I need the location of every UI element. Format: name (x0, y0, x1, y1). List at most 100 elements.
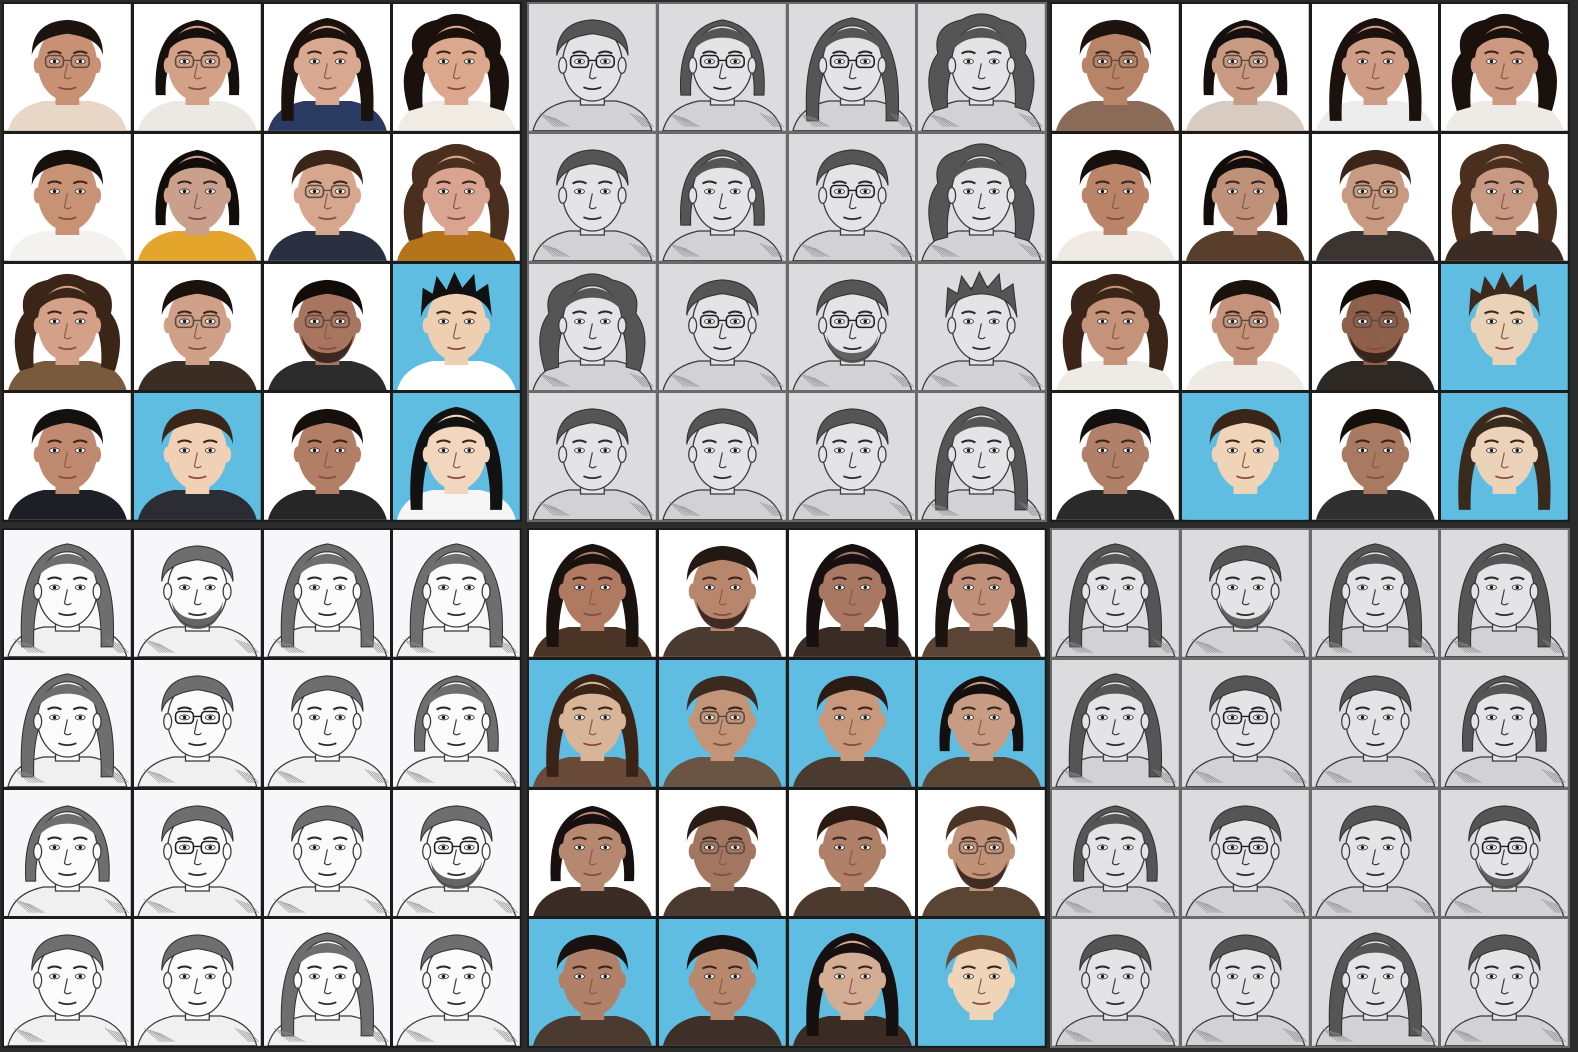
face-tile (529, 4, 656, 131)
face-tile (788, 393, 916, 520)
face-tile (788, 659, 916, 787)
face-image (1441, 530, 1568, 657)
face-tile (1441, 530, 1568, 657)
face-tile (1441, 659, 1568, 787)
face-tile (788, 530, 916, 657)
face-tile (4, 4, 131, 131)
face-tile (4, 133, 131, 261)
face-tile (4, 393, 131, 520)
face-image (788, 393, 916, 520)
face-tile (133, 530, 261, 657)
face-image (1052, 530, 1179, 657)
face-tile (658, 530, 786, 657)
face-image (1311, 919, 1439, 1046)
face-tile (393, 4, 520, 131)
face-image (4, 133, 131, 261)
face-tile (1311, 530, 1439, 657)
face-image (133, 789, 261, 917)
face-image (263, 919, 391, 1046)
face-image (1181, 659, 1309, 787)
face-tile (658, 133, 786, 261)
face-image (1441, 789, 1568, 917)
face-tile (658, 659, 786, 787)
face-image (1181, 530, 1309, 657)
face-image (1311, 659, 1439, 787)
face-image (393, 393, 520, 520)
face-tile (658, 789, 786, 917)
face-image (133, 530, 261, 657)
face-image (4, 530, 131, 657)
face-tile (263, 263, 391, 391)
face-image (918, 789, 1045, 917)
face-image (1181, 789, 1309, 917)
face-image (1441, 919, 1568, 1046)
face-tile (529, 133, 656, 261)
face-tile (1441, 393, 1568, 520)
face-image (263, 530, 391, 657)
face-tile (1052, 789, 1179, 917)
face-image (1441, 659, 1568, 787)
face-image (133, 4, 261, 131)
face-tile (1311, 133, 1439, 261)
face-image (1441, 133, 1568, 261)
face-tile (4, 919, 131, 1046)
face-tile (1311, 393, 1439, 520)
face-image (4, 393, 131, 520)
face-image (1441, 393, 1568, 520)
face-tile (918, 530, 1045, 657)
face-image (918, 919, 1045, 1046)
face-tile (393, 789, 520, 917)
face-image (263, 263, 391, 391)
face-tile (263, 530, 391, 657)
face-image (1441, 263, 1568, 391)
face-image (1181, 4, 1309, 131)
face-tile (263, 919, 391, 1046)
face-image (658, 919, 786, 1046)
face-tile (4, 659, 131, 787)
face-tile (1052, 4, 1179, 131)
face-tile (788, 4, 916, 131)
face-image (918, 133, 1045, 261)
face-tile (133, 659, 261, 787)
face-tile (918, 393, 1045, 520)
face-image (393, 4, 520, 131)
face-tile (133, 789, 261, 917)
face-image (1052, 659, 1179, 787)
face-image (393, 530, 520, 657)
face-image (529, 789, 656, 917)
face-image (133, 133, 261, 261)
face-tile (393, 263, 520, 391)
face-image (263, 133, 391, 261)
face-image (788, 530, 916, 657)
face-tile (263, 789, 391, 917)
face-image (918, 530, 1045, 657)
face-tile (133, 393, 261, 520)
panel-photos-reconstructed-top (1050, 2, 1570, 522)
face-tile (1052, 393, 1179, 520)
panel-photos-input (2, 2, 522, 522)
face-image (788, 919, 916, 1046)
face-tile (263, 659, 391, 787)
face-tile (1311, 263, 1439, 391)
face-image (263, 393, 391, 520)
face-image (1311, 263, 1439, 391)
face-image (788, 659, 916, 787)
face-image (1052, 789, 1179, 917)
face-image (263, 4, 391, 131)
face-image (1052, 263, 1179, 391)
face-tile (529, 263, 656, 391)
face-image (1311, 530, 1439, 657)
face-tile (393, 133, 520, 261)
face-tile (529, 789, 656, 917)
face-image (658, 133, 786, 261)
face-image (133, 263, 261, 391)
face-image (1311, 789, 1439, 917)
panel-sketches-input (2, 528, 522, 1048)
face-image (529, 393, 656, 520)
face-tile (393, 659, 520, 787)
face-tile (918, 4, 1045, 131)
face-image (4, 919, 131, 1046)
face-image (658, 789, 786, 917)
face-tile (393, 530, 520, 657)
face-image (918, 263, 1045, 391)
